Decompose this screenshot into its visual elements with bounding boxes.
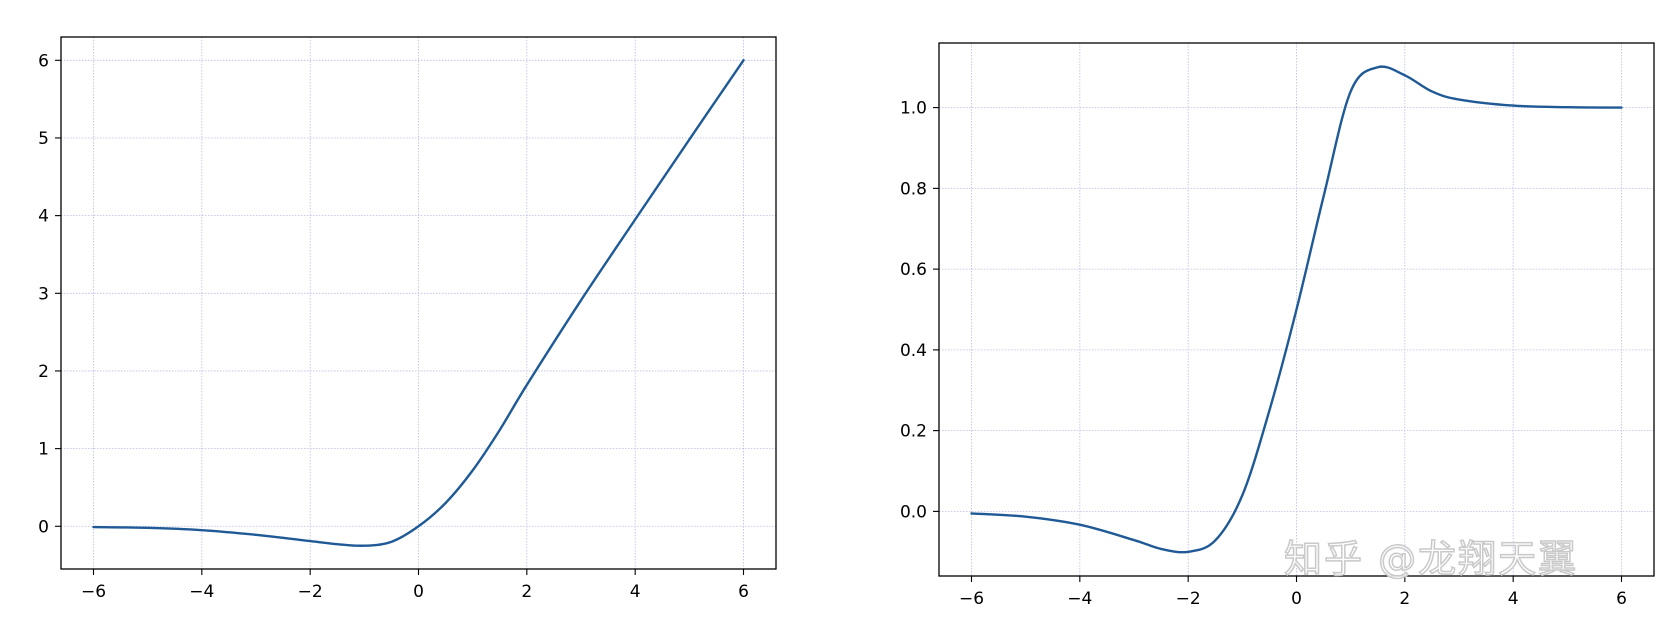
x-tick-label: −4 <box>1067 589 1092 609</box>
x-tick-label: 4 <box>630 582 641 602</box>
x-tick-label: −2 <box>298 582 323 602</box>
x-tick-label: 0 <box>413 582 424 602</box>
y-tick-label: 2 <box>38 362 49 382</box>
y-tick-label: 0.0 <box>900 502 927 522</box>
y-tick-label: 0 <box>38 517 49 537</box>
watermark-text: 知乎 @龙翔天翼 <box>1283 536 1579 582</box>
x-tick-label: 2 <box>1399 589 1410 609</box>
y-tick-label: 0.6 <box>900 260 927 280</box>
y-tick-label: 0.4 <box>900 341 927 361</box>
grid <box>61 37 776 569</box>
y-tick-label: 3 <box>38 284 49 304</box>
x-tick-label: −2 <box>1176 589 1201 609</box>
y-tick-label: 1.0 <box>900 99 927 119</box>
x-tick-label: 6 <box>1616 589 1627 609</box>
x-tick-label: 0 <box>1291 589 1302 609</box>
x-tick-label: 4 <box>1508 589 1519 609</box>
x-tick-label: −6 <box>959 589 984 609</box>
series-line-1 <box>970 65 1623 554</box>
y-tick-label: 4 <box>38 207 49 227</box>
x-tick-label: −6 <box>81 582 106 602</box>
x-tick-label: −4 <box>189 582 214 602</box>
chart-panel-1: −6 −4 −2 0 2 4 6 0 1 2 3 4 5 6 <box>38 36 777 602</box>
axes-frame <box>60 36 777 570</box>
series-line-1 <box>92 59 745 547</box>
x-tick-label: 2 <box>521 582 532 602</box>
chart-panel-2: −6 −4 −2 0 2 4 6 0.0 0.2 0.4 0.6 0.8 1.0 <box>900 42 1655 609</box>
y-tick-label: 0.8 <box>900 179 927 199</box>
y-tick-label: 5 <box>38 129 49 149</box>
y-tick-label: 1 <box>38 440 49 460</box>
y-tick-label: 6 <box>38 51 49 71</box>
y-tick-label: 0.2 <box>900 422 927 442</box>
x-tick-label: 6 <box>738 582 749 602</box>
grid <box>939 43 1654 576</box>
